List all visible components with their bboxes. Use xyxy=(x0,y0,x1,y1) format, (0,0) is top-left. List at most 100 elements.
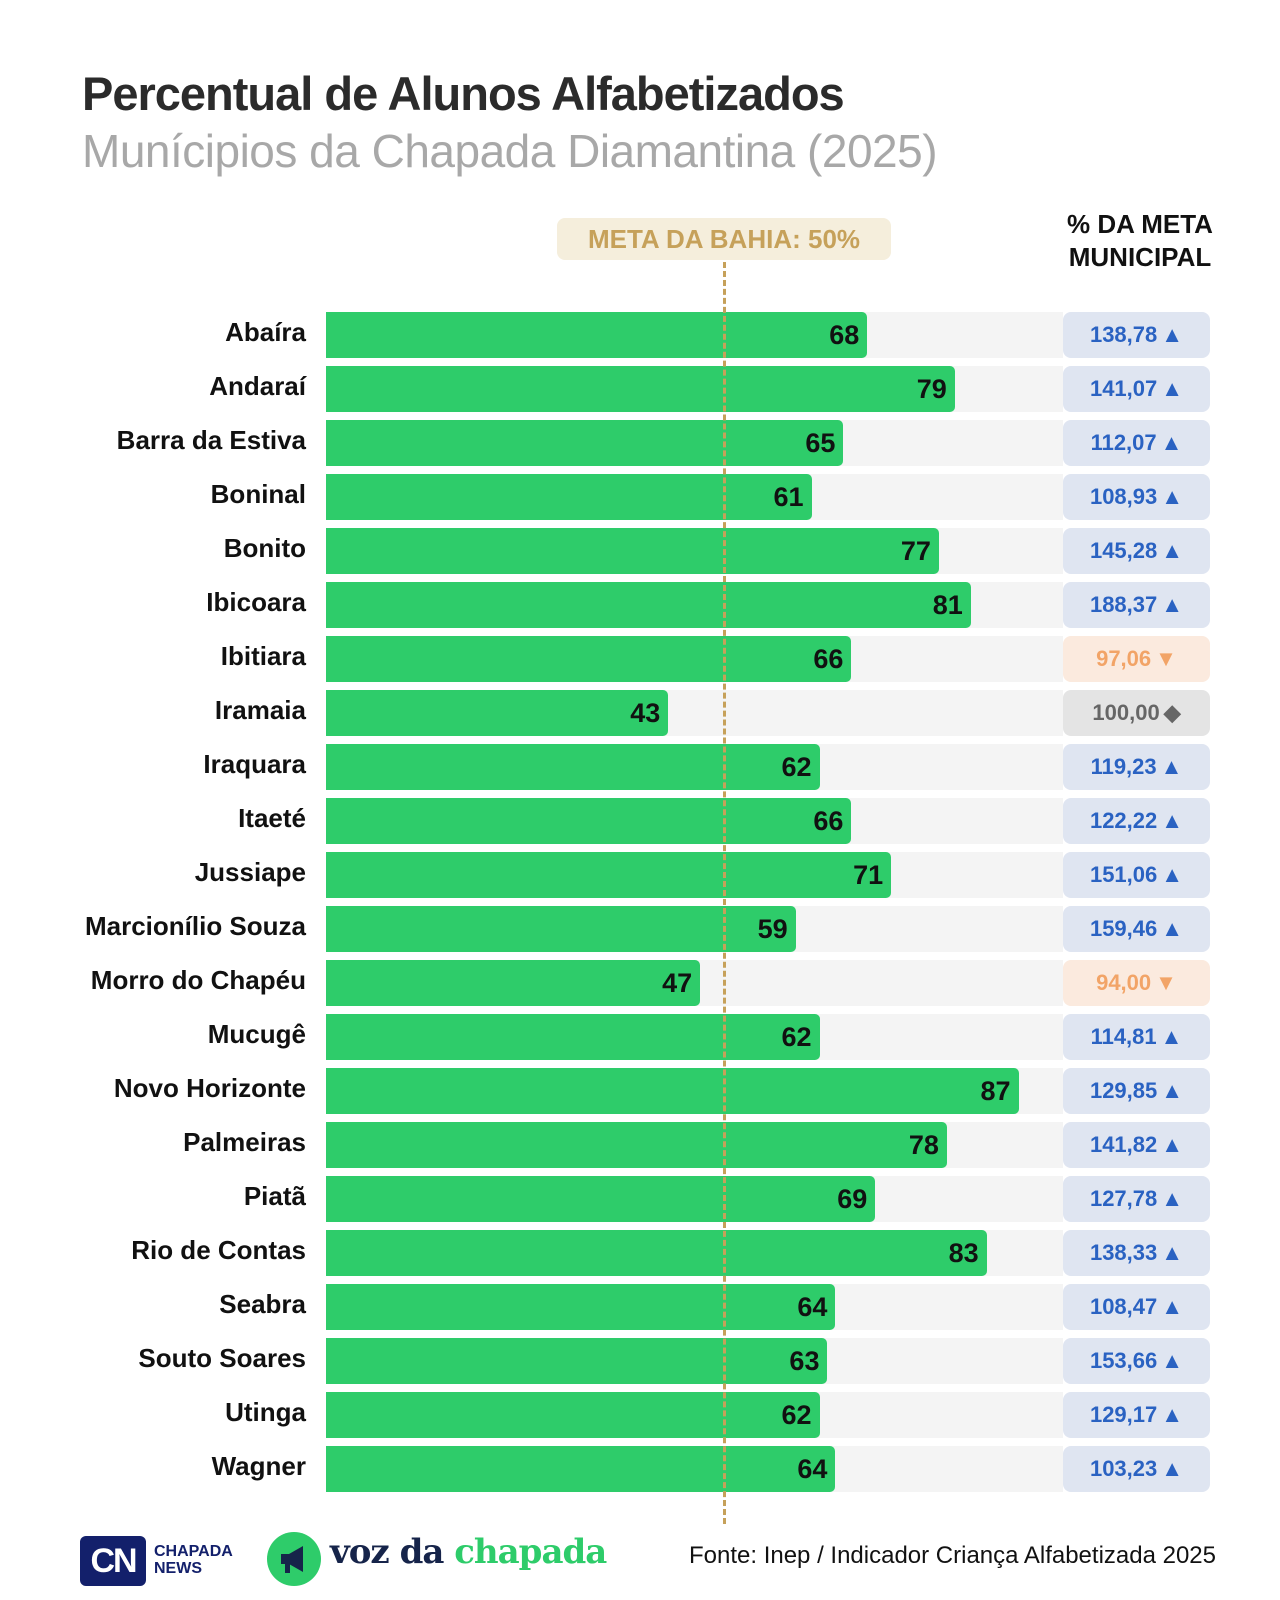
bar-row: Abaíra 68 138,78 ▲ xyxy=(0,312,1280,358)
bar-value-label: 47 xyxy=(662,968,693,998)
category-label: Bonito xyxy=(223,533,306,563)
bar xyxy=(326,744,820,790)
bar xyxy=(326,906,796,952)
bar xyxy=(326,852,892,898)
category-label: Abaíra xyxy=(225,317,306,347)
category-label: Itaeté xyxy=(238,803,306,833)
meta-municipal-badge: 129,85 ▲ xyxy=(1063,1068,1210,1114)
bar-value-label: 64 xyxy=(797,1454,828,1484)
bar-value-label: 63 xyxy=(789,1346,820,1376)
category-label: Utinga xyxy=(225,1397,306,1427)
trend-flat-icon: ◆ xyxy=(1163,700,1181,725)
bar-row: Iraquara 62 119,23 ▲ xyxy=(0,744,1280,790)
meta-municipal-badge: 100,00 ◆ xyxy=(1063,690,1210,736)
meta-municipal-badge: 145,28 ▲ xyxy=(1063,528,1210,574)
meta-municipal-value: 188,37 xyxy=(1089,592,1158,617)
bar-value-label: 83 xyxy=(948,1238,979,1268)
meta-municipal-value: 94,00 xyxy=(1096,970,1152,995)
bar-value-label: 87 xyxy=(980,1076,1011,1106)
bar xyxy=(326,636,852,682)
category-label: Seabra xyxy=(219,1289,306,1319)
bar-value-label: 66 xyxy=(813,644,844,674)
bar-value-label: 62 xyxy=(781,1022,812,1052)
meta-municipal-value: 103,23 xyxy=(1089,1456,1158,1481)
bar xyxy=(326,798,852,844)
meta-municipal-value: 153,66 xyxy=(1089,1348,1158,1373)
trend-down-icon: ▼ xyxy=(1155,970,1177,995)
meta-municipal-value: 119,23 xyxy=(1090,754,1157,779)
bar xyxy=(326,690,669,736)
bar xyxy=(326,528,939,574)
bar-row: Ibicoara 81 188,37 ▲ xyxy=(0,582,1280,628)
bar xyxy=(326,960,701,1006)
logo2-part2: chapada xyxy=(454,1532,607,1572)
logo-line1: CHAPADA xyxy=(154,1543,233,1560)
trend-up-icon: ▲ xyxy=(1160,754,1183,779)
trend-up-icon: ▲ xyxy=(1161,1132,1184,1157)
trend-up-icon: ▲ xyxy=(1160,1024,1183,1049)
trend-up-icon: ▲ xyxy=(1161,592,1184,617)
category-label: Mucugê xyxy=(207,1019,306,1049)
bar-value-label: 62 xyxy=(781,1400,812,1430)
bar-row: Wagner 64 103,23 ▲ xyxy=(0,1446,1280,1492)
trend-up-icon: ▲ xyxy=(1161,1078,1184,1103)
bar-value-label: 77 xyxy=(900,536,931,566)
bar-value-label: 68 xyxy=(829,320,860,350)
meta-municipal-value: 127,78 xyxy=(1089,1186,1158,1211)
bar-row: Utinga 62 129,17 ▲ xyxy=(0,1392,1280,1438)
category-label: Boninal xyxy=(210,479,306,509)
trend-up-icon: ▲ xyxy=(1161,1348,1184,1373)
bar-row: Boninal 61 108,93 ▲ xyxy=(0,474,1280,520)
bar-row: Marcionílio Souza 59 159,46 ▲ xyxy=(0,906,1280,952)
category-label: Marcionílio Souza xyxy=(84,911,306,941)
meta-municipal-badge: 141,07 ▲ xyxy=(1063,366,1210,412)
meta-municipal-badge: 94,00 ▼ xyxy=(1063,960,1210,1006)
category-label: Morro do Chapéu xyxy=(90,965,306,995)
bar-row: Piatã 69 127,78 ▲ xyxy=(0,1176,1280,1222)
trend-up-icon: ▲ xyxy=(1161,1402,1184,1427)
meta-column-header: % DA META MUNICIPAL xyxy=(1030,208,1250,274)
chapada-news-logo-text: CHAPADA NEWS xyxy=(154,1543,233,1577)
bar-value-label: 43 xyxy=(630,698,661,728)
bar-row: Mucugê 62 114,81 ▲ xyxy=(0,1014,1280,1060)
bar-value-label: 59 xyxy=(757,914,788,944)
meta-column-header-line1: % DA META xyxy=(1067,209,1213,239)
category-label: Wagner xyxy=(211,1451,306,1481)
bar-row: Jussiape 71 151,06 ▲ xyxy=(0,852,1280,898)
meta-municipal-badge: 108,93 ▲ xyxy=(1063,474,1210,520)
bar-row: Andaraí 79 141,07 ▲ xyxy=(0,366,1280,412)
trend-up-icon: ▲ xyxy=(1160,430,1183,455)
source-note: Fonte: Inep / Indicador Criança Alfabeti… xyxy=(688,1542,1216,1569)
trend-up-icon: ▲ xyxy=(1161,862,1184,887)
bar xyxy=(326,420,844,466)
bar xyxy=(326,312,868,358)
category-label: Barra da Estiva xyxy=(116,425,306,455)
bar xyxy=(326,1068,1019,1114)
meta-municipal-value: 114,81 xyxy=(1090,1024,1157,1049)
meta-municipal-badge: 159,46 ▲ xyxy=(1063,906,1210,952)
bar xyxy=(326,366,955,412)
megaphone-icon xyxy=(267,1532,321,1586)
bar xyxy=(326,1122,947,1168)
trend-up-icon: ▲ xyxy=(1161,1240,1184,1265)
bar xyxy=(326,1284,836,1330)
meta-column-header-line2: MUNICIPAL xyxy=(1068,242,1212,272)
category-label: Piatã xyxy=(243,1181,306,1211)
meta-municipal-badge: 138,33 ▲ xyxy=(1063,1230,1210,1276)
meta-municipal-badge: 151,06 ▲ xyxy=(1063,852,1210,898)
meta-municipal-badge: 122,22 ▲ xyxy=(1063,798,1210,844)
bar-row: Souto Soares 63 153,66 ▲ xyxy=(0,1338,1280,1384)
bar-value-label: 65 xyxy=(805,428,836,458)
trend-up-icon: ▲ xyxy=(1161,1456,1184,1481)
meta-municipal-badge: 97,06 ▼ xyxy=(1063,636,1210,682)
meta-municipal-value: 108,93 xyxy=(1089,484,1158,509)
meta-municipal-value: 145,28 xyxy=(1089,538,1158,563)
meta-municipal-badge: 129,17 ▲ xyxy=(1063,1392,1210,1438)
trend-up-icon: ▲ xyxy=(1161,376,1184,401)
reference-line xyxy=(723,262,726,1524)
meta-municipal-value: 138,78 xyxy=(1089,322,1158,347)
meta-municipal-badge: 119,23 ▲ xyxy=(1063,744,1210,790)
meta-municipal-badge: 127,78 ▲ xyxy=(1063,1176,1210,1222)
meta-municipal-badge: 103,23 ▲ xyxy=(1063,1446,1210,1492)
bar-row: Morro do Chapéu 47 94,00 ▼ xyxy=(0,960,1280,1006)
